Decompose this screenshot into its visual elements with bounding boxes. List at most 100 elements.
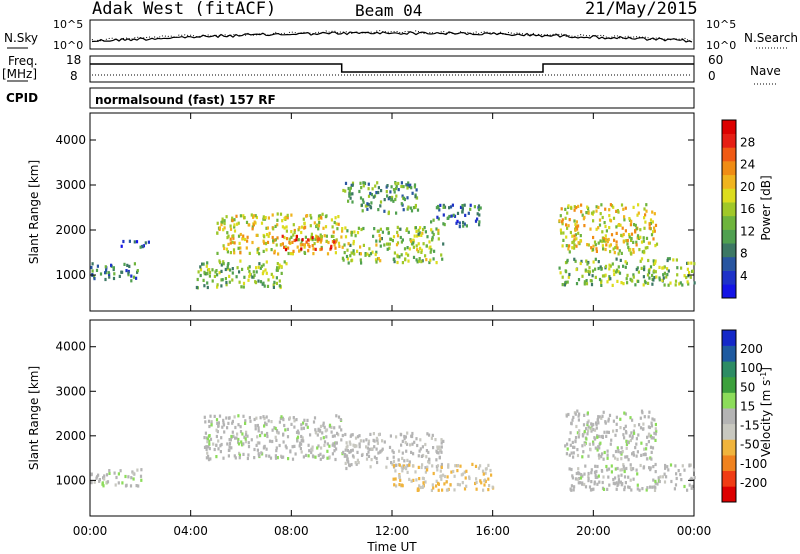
- echo-cell: [412, 255, 416, 259]
- echo-cell: [612, 419, 615, 423]
- echo-cell: [661, 278, 664, 282]
- echo-cell: [208, 274, 211, 278]
- echo-cell: [342, 258, 345, 262]
- echo-cell: [406, 431, 409, 435]
- echo-cell: [614, 467, 617, 471]
- echo-cell: [320, 235, 323, 239]
- echo-cell: [564, 280, 567, 284]
- echo-cell: [418, 484, 421, 488]
- echo-cell: [245, 246, 248, 250]
- echo-cell: [436, 445, 439, 449]
- echo-cell: [449, 205, 453, 209]
- echo-cell: [316, 446, 319, 450]
- echo-cell: [583, 282, 586, 286]
- echo-cell: [615, 240, 618, 244]
- echo-cell: [208, 447, 211, 451]
- echo-cell: [314, 428, 317, 432]
- echo-cell: [654, 261, 657, 265]
- echo-cell: [458, 225, 461, 229]
- echo-cell: [386, 194, 389, 198]
- echo-cell: [136, 269, 139, 273]
- echo-cell: [259, 266, 262, 270]
- echo-cell: [275, 449, 278, 453]
- echo-cell: [346, 444, 349, 448]
- echo-cell: [482, 488, 485, 492]
- echo-cell: [635, 227, 638, 231]
- echo-cell: [568, 438, 571, 442]
- echo-cell: [662, 276, 665, 280]
- echo-cell: [275, 429, 279, 433]
- colorbar-tick-label: -100: [740, 457, 767, 471]
- echo-cell: [401, 451, 404, 455]
- echo-cell: [129, 484, 133, 488]
- echo-cell: [440, 462, 443, 467]
- echo-cell: [594, 267, 597, 271]
- echo-cell: [693, 281, 696, 285]
- echo-cell: [381, 230, 384, 234]
- echo-cell: [271, 439, 274, 444]
- colorbar-frame: [721, 329, 737, 503]
- echo-cell: [135, 484, 138, 488]
- echo-cell: [290, 235, 293, 239]
- echo-cell: [340, 235, 343, 239]
- echo-cell: [623, 218, 626, 222]
- echo-cell: [212, 442, 215, 446]
- echo-cell: [120, 270, 123, 274]
- echo-cell: [235, 436, 238, 440]
- echo-cell: [398, 255, 401, 259]
- echo-cell: [406, 458, 409, 462]
- echo-cell: [303, 250, 306, 255]
- echo-cell: [604, 264, 608, 268]
- echo-cell: [576, 477, 579, 481]
- echo-cell: [564, 216, 567, 220]
- echo-cell: [439, 474, 442, 479]
- echo-cell: [293, 238, 296, 243]
- echo-cell: [121, 481, 124, 485]
- echo-cell: [256, 250, 259, 254]
- echo-cell: [659, 475, 662, 479]
- echo-cell: [204, 431, 207, 435]
- echo-cell: [287, 457, 290, 461]
- echo-cell: [602, 410, 605, 414]
- echo-cell: [664, 463, 667, 468]
- echo-cell: [220, 269, 223, 273]
- echo-cell: [412, 239, 415, 243]
- echo-cell: [413, 234, 416, 238]
- echo-cell: [622, 433, 625, 437]
- echo-cell: [611, 262, 614, 266]
- echo-cell: [465, 224, 468, 228]
- echo-cell: [226, 442, 229, 446]
- echo-cell: [393, 483, 396, 487]
- echo-cell: [385, 190, 388, 194]
- echo-cell: [400, 443, 403, 447]
- echo-cell: [613, 238, 616, 242]
- echo-cell: [331, 240, 334, 244]
- echo-cell: [350, 259, 353, 263]
- echo-cell: [356, 435, 360, 439]
- echo-cell: [438, 456, 441, 460]
- echo-cell: [262, 281, 265, 285]
- echo-cell: [402, 185, 405, 189]
- echo-cell: [366, 252, 369, 256]
- echo-cell: [305, 240, 308, 244]
- echo-cell: [625, 431, 628, 435]
- echo-cell: [625, 277, 628, 281]
- echo-cell: [477, 204, 481, 208]
- echo-cell: [232, 248, 236, 252]
- echo-cell: [593, 436, 596, 440]
- echo-cell: [574, 259, 577, 263]
- echo-cell: [416, 208, 420, 212]
- echo-cell: [310, 232, 313, 236]
- echo-cell: [291, 240, 294, 244]
- echo-cell: [608, 275, 611, 279]
- echo-cell: [666, 258, 669, 263]
- echo-cell: [617, 270, 620, 274]
- echo-cell: [693, 476, 696, 480]
- echo-cell: [206, 440, 209, 444]
- echo-cell: [627, 475, 630, 479]
- echo-cell: [335, 447, 338, 451]
- echo-cell: [367, 439, 371, 443]
- echo-cell: [285, 446, 288, 450]
- echo-cell: [630, 219, 633, 223]
